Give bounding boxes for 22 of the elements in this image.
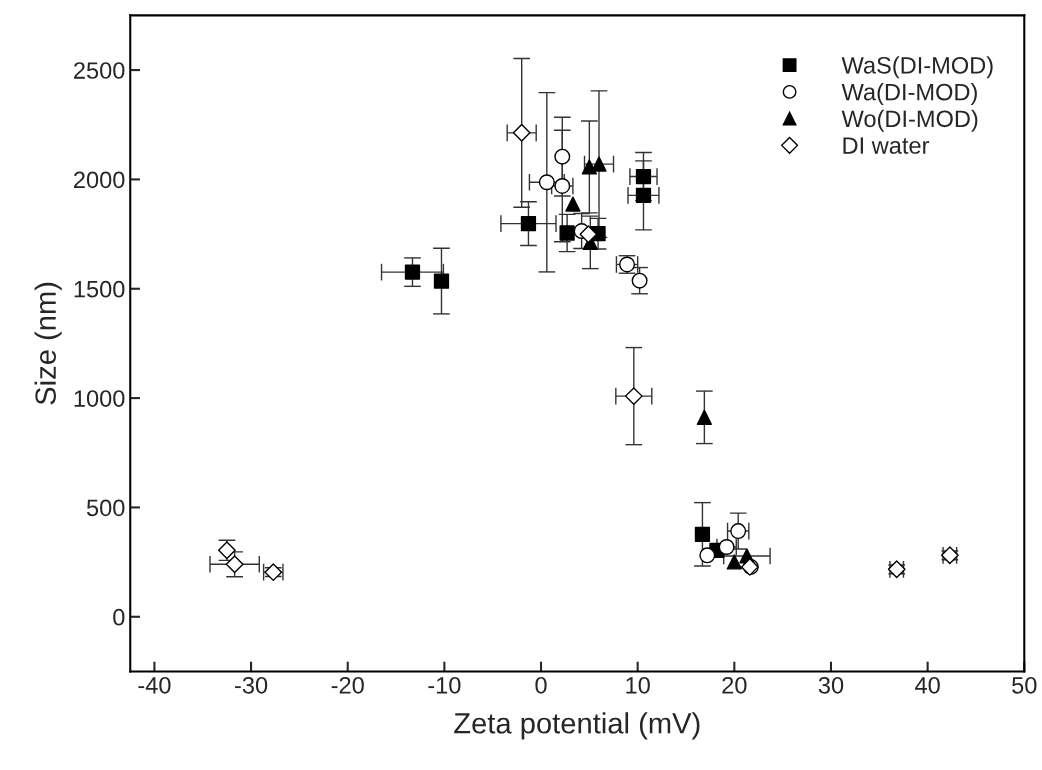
x-tick-label: 30: [818, 676, 844, 694]
x-axis-title: Zeta potential (mV): [454, 712, 700, 740]
x-tick-label: -10: [428, 676, 461, 694]
legend-label: Wa(DI-MOD): [841, 83, 977, 106]
legend-label: Wo(DI-MOD): [841, 109, 978, 132]
x-tick-label: -40: [138, 676, 171, 694]
legend-label: WaS(DI-MOD): [841, 56, 993, 79]
x-tick-label: 50: [1012, 676, 1037, 694]
x-tick-label: 20: [722, 676, 747, 694]
x-tick-label: -30: [235, 676, 268, 694]
x-tick-label: 40: [915, 676, 940, 694]
x-tick-label: 0: [535, 676, 547, 694]
y-tick-label: 2500: [74, 62, 125, 79]
x-tick-label: -20: [331, 676, 364, 694]
y-tick-label: 1500: [74, 280, 125, 298]
y-tick-label: 500: [86, 499, 125, 517]
legend-label: DI water: [843, 137, 930, 154]
y-tick-label: 0: [113, 608, 125, 626]
x-tick-label: 10: [626, 676, 650, 694]
y-tick-label: 1000: [74, 390, 125, 407]
y-tick-label: 2000: [74, 171, 125, 189]
y-axis-title: Size (nm): [34, 282, 62, 405]
